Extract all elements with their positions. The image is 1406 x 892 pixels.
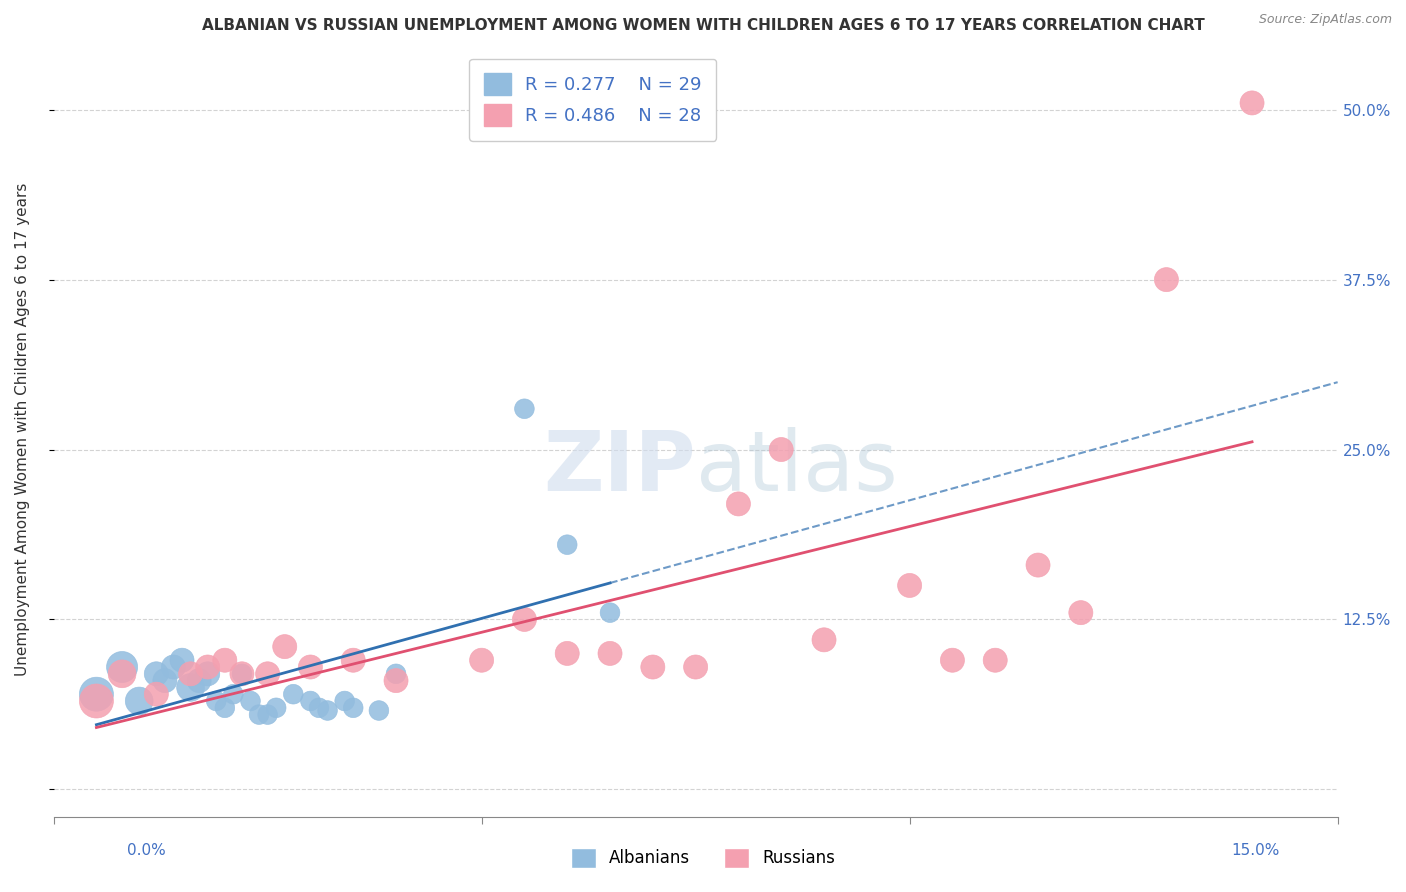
Point [1156, 272, 1178, 286]
Point [367, 704, 389, 718]
Point [941, 653, 963, 667]
Point [1026, 558, 1049, 572]
Point [197, 666, 219, 681]
Point [222, 687, 245, 701]
Point [145, 666, 167, 681]
Point [471, 653, 494, 667]
Point [342, 653, 364, 667]
Point [813, 632, 835, 647]
Point [385, 666, 408, 681]
Point [256, 707, 278, 722]
Point [984, 653, 1007, 667]
Text: atlas: atlas [696, 427, 897, 508]
Point [727, 497, 749, 511]
Point [239, 694, 262, 708]
Point [555, 538, 578, 552]
Point [513, 401, 536, 416]
Point [214, 700, 236, 714]
Point [264, 700, 287, 714]
Text: 0.0%: 0.0% [127, 843, 166, 858]
Point [145, 687, 167, 701]
Point [162, 660, 184, 674]
Point [247, 707, 270, 722]
Text: ZIP: ZIP [543, 427, 696, 508]
Point [308, 700, 330, 714]
Point [1240, 95, 1263, 110]
Point [599, 606, 621, 620]
Point [299, 694, 322, 708]
Point [342, 700, 364, 714]
Point [205, 694, 228, 708]
Point [685, 660, 707, 674]
Point [385, 673, 408, 688]
Point [86, 687, 108, 701]
Point [170, 653, 193, 667]
Point [513, 612, 536, 626]
Point [770, 442, 793, 457]
Point [256, 666, 278, 681]
Text: ALBANIAN VS RUSSIAN UNEMPLOYMENT AMONG WOMEN WITH CHILDREN AGES 6 TO 17 YEARS CO: ALBANIAN VS RUSSIAN UNEMPLOYMENT AMONG W… [201, 18, 1205, 33]
Point [214, 653, 236, 667]
Point [898, 578, 921, 592]
Legend: R = 0.277    N = 29, R = 0.486    N = 28: R = 0.277 N = 29, R = 0.486 N = 28 [470, 59, 717, 141]
Point [180, 681, 202, 695]
Point [180, 666, 202, 681]
Point [641, 660, 664, 674]
Point [111, 660, 134, 674]
Point [555, 647, 578, 661]
Point [299, 660, 322, 674]
Point [86, 694, 108, 708]
Point [316, 704, 339, 718]
Point [283, 687, 305, 701]
Point [231, 666, 253, 681]
Point [231, 666, 253, 681]
Point [188, 673, 211, 688]
Point [274, 640, 297, 654]
Point [153, 673, 176, 688]
Point [599, 647, 621, 661]
Point [197, 660, 219, 674]
Point [111, 666, 134, 681]
Legend: Albanians, Russians: Albanians, Russians [564, 841, 842, 875]
Point [128, 694, 150, 708]
Point [1070, 606, 1092, 620]
Text: 15.0%: 15.0% [1232, 843, 1279, 858]
Y-axis label: Unemployment Among Women with Children Ages 6 to 17 years: Unemployment Among Women with Children A… [15, 183, 30, 676]
Point [333, 694, 356, 708]
Text: Source: ZipAtlas.com: Source: ZipAtlas.com [1258, 13, 1392, 27]
